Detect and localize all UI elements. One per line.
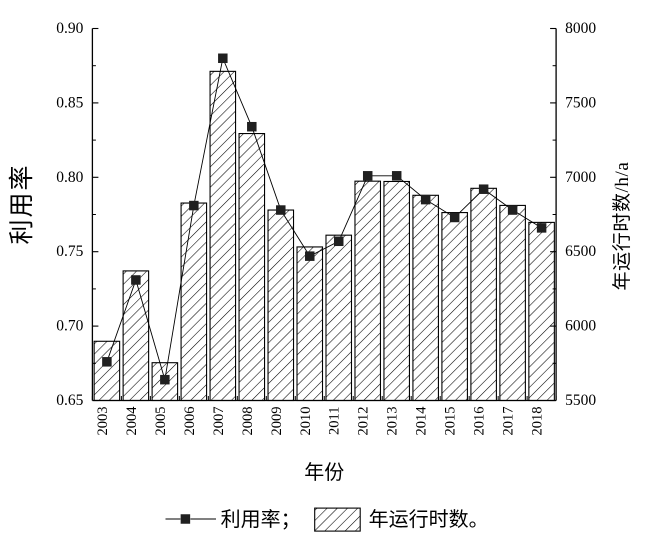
svg-text:2006: 2006	[182, 407, 198, 436]
svg-text:6500: 6500	[565, 243, 596, 260]
svg-text:2015: 2015	[443, 407, 459, 436]
svg-text:0.90: 0.90	[56, 20, 83, 37]
svg-text:0.65: 0.65	[56, 392, 83, 409]
svg-text:2013: 2013	[385, 407, 401, 436]
svg-text:7500: 7500	[565, 94, 596, 111]
svg-text:8000: 8000	[565, 20, 596, 37]
svg-text:2003: 2003	[95, 407, 111, 436]
svg-text:2007: 2007	[211, 407, 227, 436]
svg-text:2016: 2016	[472, 407, 488, 436]
svg-text:2014: 2014	[414, 406, 430, 436]
svg-text:2004: 2004	[124, 406, 140, 436]
svg-text:7000: 7000	[565, 169, 596, 186]
svg-text:0.70: 0.70	[56, 318, 83, 335]
svg-text:年运行时数。: 年运行时数。	[369, 508, 489, 531]
svg-text:0.80: 0.80	[56, 169, 83, 186]
svg-text:2010: 2010	[298, 407, 314, 436]
svg-text:2018: 2018	[530, 407, 546, 436]
svg-text:2008: 2008	[240, 407, 256, 436]
svg-text:年份: 年份	[304, 461, 344, 484]
svg-text:6000: 6000	[565, 318, 596, 335]
svg-text:2011: 2011	[327, 407, 343, 435]
svg-text:5500: 5500	[565, 392, 596, 409]
svg-text:0.85: 0.85	[56, 94, 83, 111]
svg-text:2009: 2009	[269, 407, 285, 436]
svg-text:年运行时数/h/a: 年运行时数/h/a	[611, 162, 633, 291]
svg-text:2005: 2005	[153, 407, 169, 436]
svg-text:利用率: 利用率	[8, 163, 36, 244]
svg-text:2012: 2012	[356, 407, 372, 436]
svg-text:2017: 2017	[501, 407, 517, 436]
svg-text:利用率；: 利用率；	[221, 508, 301, 531]
svg-text:0.75: 0.75	[56, 243, 83, 260]
